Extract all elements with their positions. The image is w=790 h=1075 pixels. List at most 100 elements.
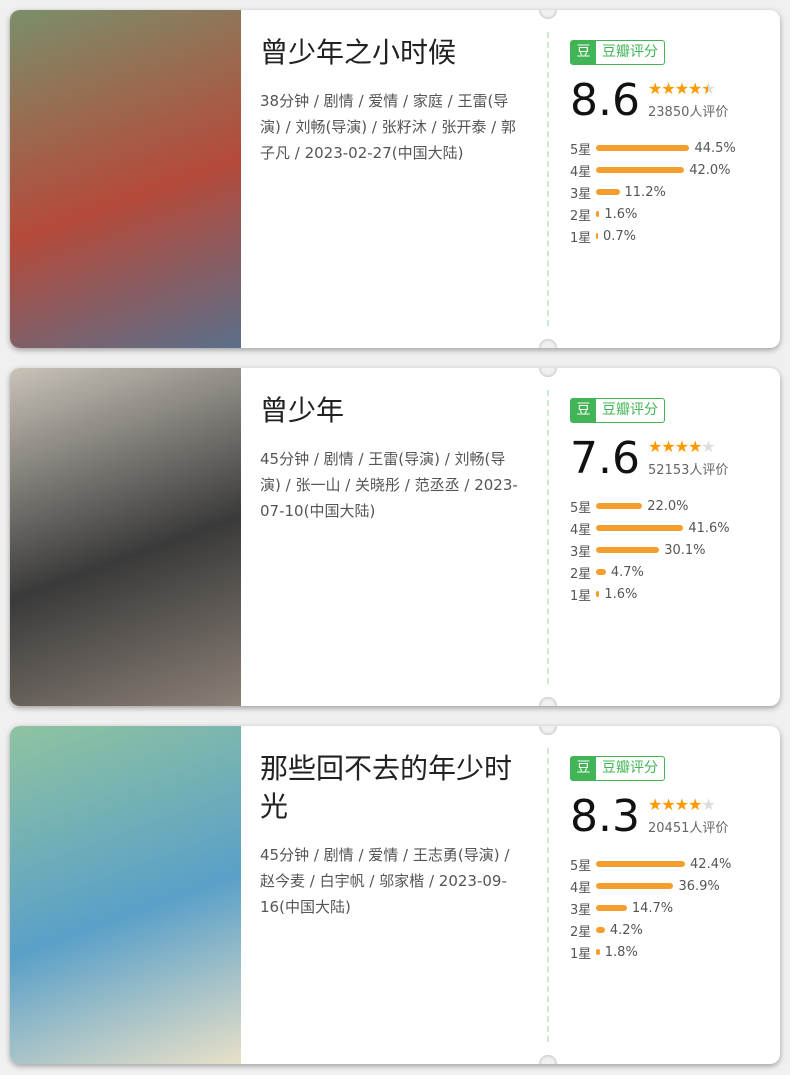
douban-icon: 豆: [571, 399, 596, 422]
rating-bar: [596, 883, 674, 889]
rating-distribution: 5星 42.4% 4星 36.9% 3星 14.7% 2星 4.2% 1星 1.8%: [570, 853, 770, 963]
movie-title[interactable]: 那些回不去的年少时光: [260, 752, 513, 823]
rating-percent: 41.6%: [688, 520, 730, 536]
rating-bar: [596, 167, 685, 173]
rating-row: 4星 42.0%: [570, 159, 770, 181]
star-level-label: 1星: [570, 946, 592, 962]
douban-icon: 豆: [571, 757, 596, 780]
movie-info: 那些回不去的年少时光 45分钟 / 剧情 / 爱情 / 王志勇(导演) / 赵今…: [260, 750, 525, 920]
movie-poster[interactable]: [10, 10, 241, 348]
star-full-icon: ★: [674, 436, 689, 456]
star-level-label: 5星: [570, 500, 592, 516]
rating-row: 1星 1.8%: [570, 941, 770, 963]
rating-percent: 22.0%: [647, 498, 689, 514]
movie-card[interactable]: 曾少年之小时候 38分钟 / 剧情 / 爱情 / 家庭 / 王雷(导演) / 刘…: [10, 10, 780, 348]
rating-bar: [596, 927, 605, 933]
movie-title[interactable]: 曾少年: [260, 394, 345, 427]
star-full-icon: ★: [688, 794, 702, 814]
douban-badge: 豆 豆瓣评分: [570, 40, 665, 65]
rating-row: 2星 1.6%: [570, 203, 770, 225]
star-level-label: 3星: [570, 902, 592, 918]
star-empty-icon: ★: [701, 794, 715, 814]
rating-score: 8.6: [570, 74, 640, 126]
douban-label: 豆瓣评分: [602, 44, 658, 60]
star-level-label: 2星: [570, 208, 592, 224]
star-level-label: 1星: [570, 588, 592, 604]
rating-bar: [596, 503, 643, 509]
movie-title[interactable]: 曾少年之小时候: [260, 36, 457, 69]
rating-count: 23850人评价: [648, 104, 729, 120]
star-full-icon: ★: [661, 78, 675, 98]
star-full-icon: ★: [648, 78, 662, 98]
rating-bar: [596, 525, 684, 531]
rating-bar: [596, 233, 598, 239]
star-level-label: 4星: [570, 164, 592, 180]
star-full-icon: ★: [688, 436, 702, 456]
star-full-icon: ★: [648, 436, 662, 456]
rating-row: 4星 41.6%: [570, 517, 770, 539]
movie-meta: 38分钟 / 剧情 / 爱情 / 家庭 / 王雷(导演) / 刘畅(导演) / …: [260, 92, 516, 162]
rating-percent: 1.8%: [604, 944, 638, 960]
douban-badge: 豆 豆瓣评分: [570, 756, 665, 781]
star-full-icon: ★: [661, 794, 675, 814]
star-empty-icon: ★: [701, 436, 715, 456]
star-full-icon: ★: [661, 436, 675, 456]
star-level-label: 2星: [570, 566, 592, 582]
movie-poster[interactable]: [10, 368, 241, 706]
dashed-divider: [547, 32, 549, 326]
rating-score: 7.6: [570, 432, 640, 484]
movie-poster[interactable]: [10, 726, 241, 1064]
douban-badge: 豆 豆瓣评分: [570, 398, 665, 423]
douban-label: 豆瓣评分: [602, 402, 658, 418]
rating-percent: 11.2%: [624, 184, 666, 200]
rating-bar: [596, 189, 620, 195]
rating-percent: 44.5%: [694, 140, 736, 156]
rating-percent: 42.0%: [689, 162, 731, 178]
star-full-icon: ★: [674, 78, 689, 98]
star-rating-icon: ★★★★★: [648, 436, 728, 456]
star-level-label: 1星: [570, 230, 592, 246]
rating-bar: [596, 949, 600, 955]
rating-row: 1星 1.6%: [570, 583, 770, 605]
rating-row: 5星 42.4%: [570, 853, 770, 875]
rating-bar: [596, 145, 690, 151]
ticket-notch-top: [539, 726, 557, 735]
rating-bar: [596, 591, 600, 597]
douban-rating: 豆 豆瓣评分 8.6 ★★★★★ 23850人评价 5星 44.5% 4星 42.0%…: [570, 40, 770, 247]
star-level-label: 2星: [570, 924, 592, 940]
star-half-icon: ★: [701, 78, 715, 98]
ticket-notch-top: [539, 10, 557, 19]
star-full-icon: ★: [674, 794, 689, 814]
rating-row: 5星 44.5%: [570, 137, 770, 159]
rating-row: 3星 14.7%: [570, 897, 770, 919]
rating-row: 2星 4.7%: [570, 561, 770, 583]
rating-percent: 30.1%: [664, 542, 706, 558]
star-level-label: 5星: [570, 858, 592, 874]
rating-row: 3星 11.2%: [570, 181, 770, 203]
rating-row: 3星 30.1%: [570, 539, 770, 561]
rating-bar: [596, 861, 686, 867]
rating-percent: 14.7%: [631, 900, 674, 916]
dashed-divider: [547, 390, 549, 684]
movie-info: 曾少年之小时候 38分钟 / 剧情 / 爱情 / 家庭 / 王雷(导演) / 刘…: [260, 34, 525, 166]
douban-icon: 豆: [571, 41, 596, 64]
rating-row: 5星 22.0%: [570, 495, 770, 517]
star-level-label: 4星: [570, 880, 592, 896]
rating-percent: 42.4%: [690, 856, 732, 872]
rating-count: 20451人评价: [648, 820, 729, 836]
star-level-label: 3星: [570, 544, 592, 560]
movie-card[interactable]: 曾少年 45分钟 / 剧情 / 王雷(导演) / 刘畅(导演) / 张一山 / …: [10, 368, 780, 706]
rating-percent: 4.7%: [610, 564, 644, 580]
rating-percent: 4.2%: [609, 922, 643, 938]
rating-row: 4星 36.9%: [570, 875, 770, 897]
dashed-divider: [547, 748, 549, 1042]
ticket-notch-bottom: [539, 1055, 557, 1064]
star-full-icon: ★: [648, 794, 662, 814]
rating-row: 1星 0.7%: [570, 225, 770, 247]
movie-meta: 45分钟 / 剧情 / 王雷(导演) / 刘畅(导演) / 张一山 / 关晓彤 …: [260, 450, 518, 520]
rating-percent: 36.9%: [678, 878, 720, 894]
movie-card[interactable]: 那些回不去的年少时光 45分钟 / 剧情 / 爱情 / 王志勇(导演) / 赵今…: [10, 726, 780, 1064]
douban-rating: 豆 豆瓣评分 7.6 ★★★★★ 52153人评价 5星 22.0% 4星 41.6%…: [570, 398, 770, 605]
star-rating-icon: ★★★★★: [648, 78, 728, 98]
star-level-label: 4星: [570, 522, 592, 538]
